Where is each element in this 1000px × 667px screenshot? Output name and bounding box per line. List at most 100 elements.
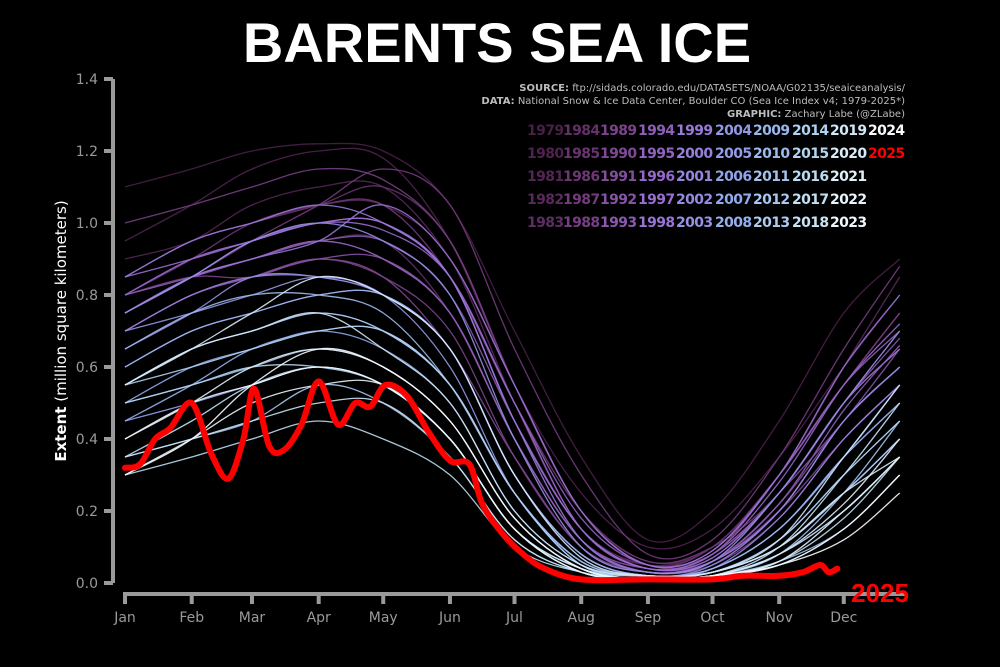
- series-line-1984: [124, 234, 901, 572]
- x-tick-label: Sep: [635, 610, 662, 626]
- source-label: SOURCE:: [519, 83, 569, 94]
- chart-title: BARENTS SEA ICE: [243, 11, 751, 74]
- legend-item-1994: 1994: [638, 123, 675, 139]
- series-line-2022: [124, 379, 901, 581]
- credits: SOURCE: ftp://sidads.colorado.edu/DATASE…: [481, 83, 905, 120]
- y-tick-label: 1.2: [76, 144, 98, 160]
- legend-item-1989: 1989: [600, 123, 637, 139]
- legend-item-2016: 2016: [792, 169, 829, 185]
- series-lines: [122, 142, 901, 584]
- legend-item-1982: 1982: [527, 192, 564, 208]
- x-tick-label: Mar: [239, 610, 266, 626]
- legend: 1979 1980 1981 1982 1983 1984 1985 1986 1987 1988…: [527, 123, 906, 231]
- legend-item-2006: 2006: [715, 169, 752, 185]
- legend-item-2005: 2005: [715, 146, 752, 162]
- legend-item-1983: 1983: [527, 215, 564, 231]
- svg-text:GRAPHIC: Zachary Labe (@ZLabe): GRAPHIC: Zachary Labe (@ZLabe): [727, 109, 905, 120]
- series-line-1985: [124, 185, 901, 568]
- y-tick-label: 1.0: [76, 216, 98, 232]
- series-line-1996: [124, 221, 901, 571]
- legend-item-2012: 2012: [753, 192, 790, 208]
- svg-text:SOURCE: ftp://sidads.colorado.: SOURCE: ftp://sidads.colorado.edu/DATASE…: [519, 83, 905, 94]
- series-line-2004: [124, 276, 901, 578]
- x-axis: Jan Feb Mar Apr May Jun Jul Aug Sep Oct Nov Dec: [113, 592, 905, 626]
- legend-item-2025: 2025: [868, 146, 905, 162]
- x-tick-label: Feb: [179, 610, 204, 626]
- legend-item-1985: 1985: [563, 146, 600, 162]
- legend-item-1980: 1980: [527, 146, 564, 162]
- legend-item-2000: 2000: [676, 146, 713, 162]
- legend-item-2024: 2024: [868, 123, 905, 139]
- x-tick-label: Apr: [307, 610, 331, 626]
- series-line-1987: [124, 168, 901, 560]
- data-text: National Snow & Ice Data Center, Boulder…: [518, 96, 905, 107]
- source-text: ftp://sidads.colorado.edu/DATASETS/NOAA/…: [572, 83, 905, 94]
- legend-item-1988: 1988: [563, 215, 600, 231]
- x-tick-label: Oct: [700, 610, 725, 626]
- series-line-2003: [124, 222, 901, 575]
- y-axis: 0.0 0.2 0.4 0.6 0.8 1.0 1.2 1.4: [76, 72, 115, 592]
- y-tick-label: 0.2: [76, 504, 98, 520]
- legend-item-2015: 2015: [792, 146, 829, 162]
- x-tick-label: Dec: [830, 610, 857, 626]
- series-line-1998: [124, 204, 901, 569]
- y-tick-label: 0.4: [76, 432, 98, 448]
- series-line-2020: [124, 275, 901, 578]
- legend-item-1981: 1981: [527, 169, 564, 185]
- legend-item-2023: 2023: [830, 215, 867, 231]
- legend-item-1992: 1992: [600, 192, 637, 208]
- y-tick-label: 0.6: [76, 360, 98, 376]
- legend-item-1996: 1996: [638, 169, 675, 185]
- legend-item-1997: 1997: [638, 192, 675, 208]
- x-tick-label: Jan: [113, 610, 136, 626]
- legend-item-2014: 2014: [792, 123, 829, 139]
- series-line-2019: [124, 311, 901, 578]
- series-line-1999: [124, 204, 901, 575]
- legend-item-1999: 1999: [676, 123, 713, 139]
- y-axis-label: Extent (million square kilometers): [52, 200, 70, 461]
- x-tick-label: Jun: [438, 610, 461, 626]
- legend-item-2010: 2010: [753, 146, 790, 162]
- legend-item-2013: 2013: [753, 215, 790, 231]
- x-tick-label: May: [369, 610, 398, 626]
- x-tick-label: Aug: [568, 610, 595, 626]
- legend-item-2019: 2019: [830, 123, 867, 139]
- highlight-year-label: 2025: [851, 578, 909, 608]
- series-line-1994: [124, 240, 901, 575]
- legend-item-1991: 1991: [600, 169, 637, 185]
- legend-item-2001: 2001: [676, 169, 713, 185]
- legend-item-2009: 2009: [753, 123, 790, 139]
- legend-item-1984: 1984: [563, 123, 600, 139]
- series-line-1993: [124, 235, 901, 571]
- legend-item-1987: 1987: [563, 192, 600, 208]
- y-axis-label-unit: (million square kilometers): [52, 200, 70, 401]
- legend-item-2011: 2011: [753, 169, 790, 185]
- legend-item-2002: 2002: [676, 192, 713, 208]
- legend-item-2022: 2022: [830, 192, 867, 208]
- legend-item-1998: 1998: [638, 215, 675, 231]
- legend-item-2020: 2020: [830, 146, 867, 162]
- legend-item-1995: 1995: [638, 146, 675, 162]
- legend-item-2018: 2018: [792, 215, 829, 231]
- y-tick-label: 0.8: [76, 288, 98, 304]
- legend-item-2021: 2021: [830, 169, 867, 185]
- series-line-1979: [124, 142, 901, 543]
- legend-item-1993: 1993: [600, 215, 637, 231]
- series-line-2025: [122, 378, 841, 584]
- series-line-1992: [124, 253, 901, 571]
- y-tick-label: 0.0: [76, 576, 98, 592]
- series-line-2024: [124, 347, 901, 581]
- legend-item-2017: 2017: [792, 192, 829, 208]
- data-label: DATA:: [481, 96, 514, 107]
- legend-item-1990: 1990: [600, 146, 637, 162]
- legend-item-2007: 2007: [715, 192, 752, 208]
- y-tick-label: 1.4: [76, 72, 98, 88]
- legend-item-1986: 1986: [563, 169, 600, 185]
- graphic-label: GRAPHIC:: [727, 109, 781, 120]
- x-tick-label: Nov: [766, 610, 793, 626]
- series-line-1982: [124, 199, 901, 567]
- legend-item-2004: 2004: [715, 123, 752, 139]
- legend-item-2003: 2003: [676, 215, 713, 231]
- x-tick-label: Jul: [505, 610, 523, 626]
